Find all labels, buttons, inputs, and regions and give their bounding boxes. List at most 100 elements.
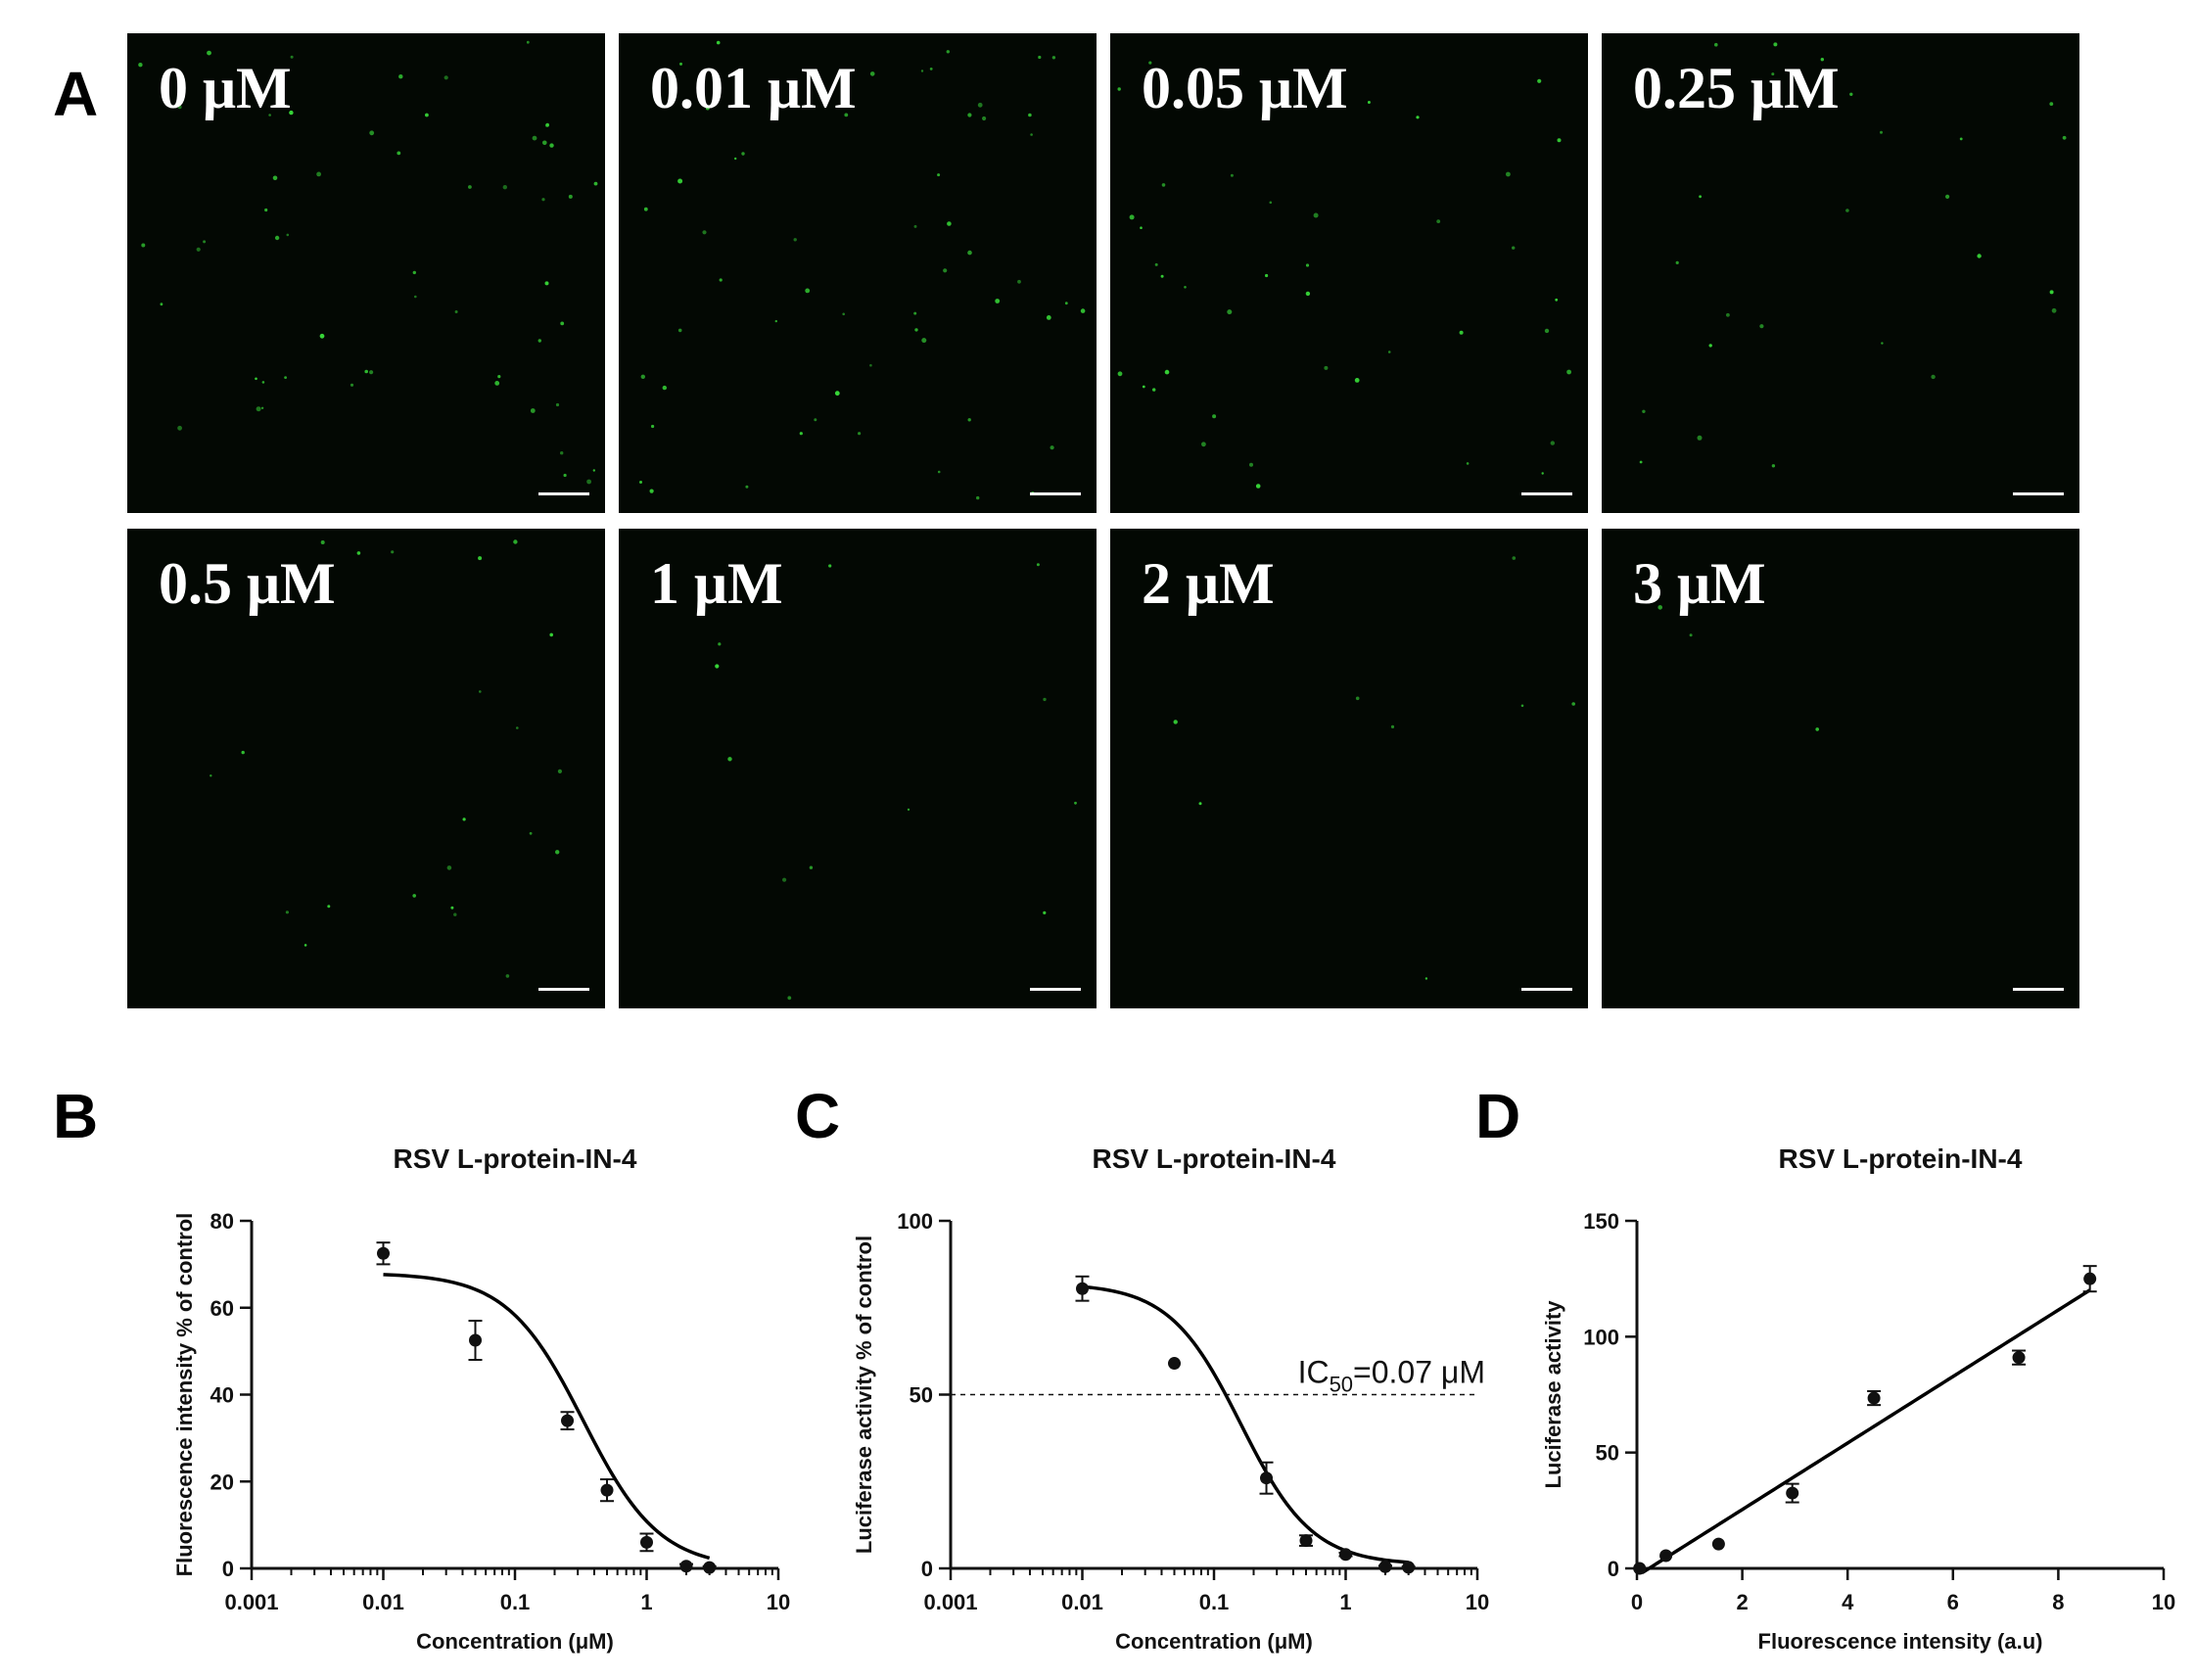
y-tick-label: 0 [222, 1557, 234, 1581]
fluorescent-cell [920, 70, 924, 72]
fluorescent-cell [350, 383, 354, 387]
fluorescent-cell [1771, 464, 1776, 468]
fluorescent-cell [160, 303, 163, 306]
y-tick-label: 20 [210, 1470, 234, 1494]
fluorescent-cell [1117, 371, 1123, 377]
fluorescent-cell [1140, 226, 1143, 229]
y-tick-label: 100 [1583, 1325, 1619, 1349]
fluorescent-cell [462, 817, 466, 821]
fluorescent-cell [320, 540, 325, 544]
concentration-label: 0.5 μM [159, 551, 336, 616]
fluorescent-cell [196, 247, 201, 252]
fluorescent-cell [549, 143, 554, 148]
fluorescent-cell [741, 152, 745, 156]
fluorescent-cell [453, 912, 457, 916]
concentration-label: 0.05 μM [1142, 56, 1348, 120]
x-tick-label: 10 [2152, 1590, 2175, 1614]
data-point [1260, 1471, 1274, 1485]
fluorescent-cell [141, 243, 146, 248]
fluorescent-cell [1212, 414, 1217, 419]
fluorescent-cell [1697, 435, 1703, 441]
fluorescent-cell [1249, 462, 1253, 467]
fluorescent-cell [842, 312, 845, 316]
fluorescent-cell [555, 850, 560, 855]
fluorescent-cell [241, 750, 245, 755]
fluorescent-cell [1555, 298, 1559, 302]
x-tick-label: 10 [1466, 1590, 1489, 1614]
fluorescent-cell [643, 207, 648, 211]
data-point [1378, 1560, 1392, 1573]
y-axis-label: Fluorescence intensity % of control [172, 1213, 197, 1577]
fluorescent-cell [497, 375, 501, 379]
data-point [640, 1535, 653, 1549]
fluorescent-cell [977, 102, 983, 108]
y-tick-label: 50 [910, 1383, 933, 1408]
fluorescent-cell [1050, 445, 1054, 450]
fluorescent-cell [369, 130, 375, 136]
x-tick-label: 0.1 [1199, 1590, 1230, 1614]
fluorescent-cell [1845, 209, 1849, 212]
fit-curve [1082, 1284, 1409, 1564]
data-point [1786, 1486, 1799, 1500]
fluorescent-cell [1459, 330, 1464, 335]
x-tick-label: 8 [2052, 1590, 2064, 1614]
fluorescent-cell [138, 63, 143, 68]
y-tick-label: 0 [921, 1557, 933, 1581]
fluorescent-cell [1043, 910, 1047, 914]
data-point [1711, 1537, 1725, 1551]
fluorescent-cell [1227, 309, 1233, 315]
chart-title: RSV L-protein-IN-4 [1779, 1143, 2023, 1174]
data-point [2012, 1351, 2026, 1365]
fluorescent-cell [260, 406, 264, 409]
fluorescent-cell [1771, 72, 1775, 76]
fluorescent-cell [412, 894, 417, 898]
x-tick-label: 0.001 [923, 1590, 977, 1614]
fluorescent-cell [929, 68, 933, 70]
micrograph-2: 0.05 μM [1110, 33, 1588, 513]
data-point [561, 1414, 575, 1427]
fluorescent-cell [414, 295, 417, 299]
fluorescent-cell [1815, 727, 1819, 731]
fluorescent-cell [793, 238, 797, 242]
y-tick-label: 100 [897, 1209, 933, 1234]
concentration-label: 0 μM [159, 56, 292, 120]
fluorescent-cell [272, 175, 278, 181]
y-tick-label: 150 [1583, 1209, 1619, 1234]
fluorescent-cell [364, 369, 368, 374]
fluorescent-cell [319, 333, 325, 339]
fluorescent-cell [640, 374, 645, 379]
fluorescent-cell [1541, 472, 1544, 475]
fluorescent-cell [1708, 344, 1712, 348]
chart-d-svg: RSV L-protein-IN-40 2 4 6 8 10050100150Fluore… [1541, 1143, 2175, 1654]
concentration-label: 1 μM [650, 551, 783, 616]
fluorescent-cell [1566, 369, 1571, 375]
fluorescent-cell [284, 376, 287, 379]
fluorescent-cell [446, 865, 452, 870]
fluorescent-cell [1714, 42, 1718, 47]
x-axis-label: Concentration (μM) [1115, 1629, 1313, 1654]
fluorescent-cell [869, 71, 875, 76]
fluorescent-cell [502, 185, 507, 190]
fluorescent-cell [1051, 56, 1056, 60]
fluorescent-cell [1046, 315, 1051, 320]
fluorescent-cell [677, 178, 683, 184]
fluorescent-cell [745, 485, 749, 489]
fluorescent-cell [1557, 138, 1562, 143]
chart-title: RSV L-protein-IN-4 [394, 1143, 637, 1174]
fluorescent-cell [1642, 409, 1646, 413]
fluorescent-cell [425, 113, 429, 117]
fluorescent-cell [782, 877, 787, 882]
fluorescent-cell [799, 432, 803, 436]
micrograph-6: 2 μM [1110, 529, 1588, 1008]
fluorescent-cell [1506, 171, 1511, 177]
x-tick-label: 0.01 [362, 1590, 404, 1614]
fluorescent-cell [210, 774, 212, 777]
fluorescent-cell [727, 757, 732, 762]
panel-label-b: B [53, 1081, 99, 1151]
panel-label-a: A [53, 59, 99, 129]
scale-bar [2013, 988, 2064, 991]
fluorescent-cell [1043, 697, 1047, 702]
fluorescent-cell [1849, 92, 1853, 96]
fluorescent-cell [1064, 302, 1068, 305]
y-axis-label: Luciferase activity % of control [852, 1236, 876, 1554]
